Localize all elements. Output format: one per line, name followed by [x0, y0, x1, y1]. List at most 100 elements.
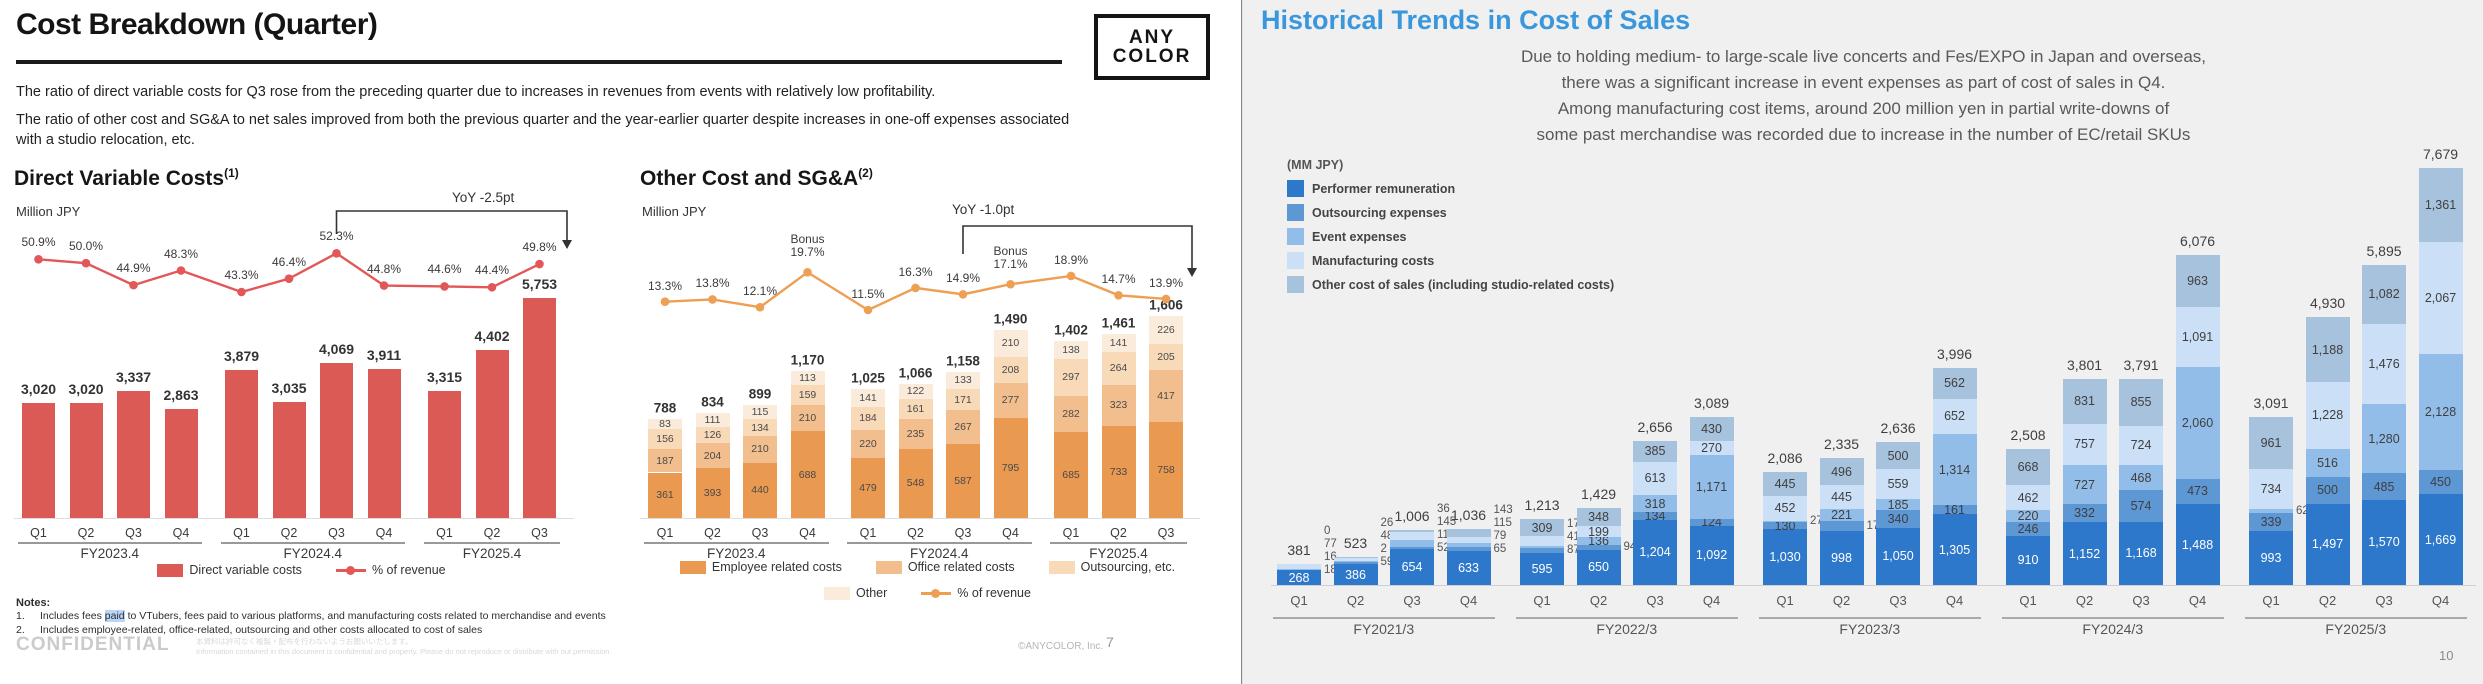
segment-value-label: 452	[1774, 501, 1796, 516]
segment-value-label: 688	[798, 468, 817, 481]
chart-cost-of-sales-history: 2681816770381386592482652365452117145361…	[1271, 108, 2476, 653]
segment-value-label: 587	[954, 475, 972, 488]
fiscal-year-label: FY2024.4	[909, 546, 969, 561]
bar-value-label: 3,911	[366, 346, 402, 363]
axis-quarter-label: Q3	[954, 526, 972, 540]
stacked-bar-segment	[790, 384, 825, 405]
percent-label: 14.7%	[1101, 272, 1136, 287]
segment-value-label: 1,488	[2181, 537, 2214, 552]
line-marker-dot	[332, 249, 341, 258]
stacked-bar-segment	[743, 462, 777, 518]
legend-item: Event expenses	[1287, 228, 1614, 245]
summary-paragraph-1: The ratio of direct variable costs for Q…	[16, 84, 936, 100]
segment-value-label: 246	[2017, 521, 2039, 536]
axis-quarter-label: Q3	[751, 526, 769, 540]
stacked-bar-segment	[2119, 379, 2163, 426]
segment-value-label: 961	[2260, 436, 2282, 451]
stacked-bar-segment	[2305, 476, 2350, 504]
bar-value-label: 3,020	[20, 380, 57, 397]
segment-value-label: 516	[2317, 455, 2338, 470]
stacked-bar-segment	[1932, 368, 1977, 399]
segment-value-label: 270	[1701, 441, 1722, 456]
stacked-bar-segment	[1576, 537, 1621, 545]
segment-value-label: 220	[2017, 509, 2039, 524]
axis-quarter-label: Q3	[1403, 593, 1421, 608]
bar-total-label: 2,335	[1823, 436, 1860, 453]
chart1-yoy-label: YoY -2.5pt	[452, 190, 515, 205]
stacked-bar-segment	[1763, 529, 1807, 585]
segment-value-label: 210	[751, 443, 769, 456]
note-2-text: Includes employee-related, office-relate…	[40, 624, 483, 636]
axis-quarter-label: Q4	[1945, 593, 1964, 608]
chart2-heading: Other Cost and SG&A(2)	[640, 166, 873, 191]
stacked-bar-segment	[2006, 535, 2050, 585]
fiscal-year-group-rule	[644, 542, 829, 544]
fiscal-year-label: FY2024.4	[283, 546, 343, 561]
fiscal-year-group-rule	[424, 542, 560, 544]
segment-value-label: 757	[2074, 437, 2095, 452]
segment-value-label-outside: 65	[1493, 542, 1507, 555]
bar-total-label: 6,076	[2179, 233, 2216, 250]
stacked-bar-segment	[851, 457, 885, 518]
line-marker-dot	[81, 258, 91, 268]
stacked-bar-segment	[993, 356, 1028, 383]
bar-total-label: 899	[748, 386, 772, 402]
stacked-bar-segment	[1819, 485, 1864, 510]
segment-value-label: 205	[1157, 351, 1175, 364]
axis-quarter-label: Q2	[2075, 593, 2094, 608]
stacked-bar-segment	[2418, 242, 2463, 355]
fiscal-year-label: FY2022/3	[1596, 621, 1658, 637]
chart1-heading-sup: (1)	[224, 166, 239, 180]
segment-value-label-outside: 77	[1324, 537, 1337, 550]
line-marker-dot	[129, 280, 138, 290]
stacked-bar-segment	[946, 444, 980, 518]
stacked-bar-segment	[2249, 531, 2293, 585]
axis-quarter-label: Q3	[125, 526, 142, 540]
line-marker-dot	[911, 283, 920, 293]
percent-label: 11.5%	[851, 287, 885, 301]
stacked-bar-segment	[1446, 547, 1491, 551]
stacked-bar-segment	[1390, 540, 1434, 547]
legend-swatch	[875, 560, 902, 574]
segment-value-label: 1,030	[1769, 550, 1801, 565]
stacked-bar-segment	[851, 429, 885, 458]
segment-value-label: 2,128	[2424, 405, 2457, 420]
fiscal-year-group-rule	[847, 542, 1032, 544]
bar-direct-variable-costs	[428, 391, 461, 518]
segment-value-label: 1,204	[1639, 545, 1671, 560]
fiscal-year-label: FY2021/3	[1353, 621, 1415, 637]
segment-value-label: 323	[1109, 399, 1128, 412]
stacked-bar-segment	[1689, 417, 1734, 441]
chart-direct-variable-costs: 3,020 3,020 3,337 2,863 3,879 3,035 4,069 3,911…	[14, 206, 589, 561]
mm-jpy-label: (MM JPY)	[1287, 158, 1344, 172]
segment-value-label: 134	[751, 421, 769, 434]
segment-value-label: 479	[859, 481, 877, 494]
stacked-bar-segment	[1876, 499, 1920, 510]
segment-value-label: 282	[1062, 407, 1080, 420]
segment-value-label: 440	[751, 484, 769, 497]
segment-value-label-outside: 36	[1437, 503, 1450, 516]
percent-label: 52.3%	[319, 229, 354, 244]
segment-value-label: 385	[1644, 444, 1666, 459]
bar-value-label: 4,069	[318, 340, 355, 357]
segment-value-label: 204	[703, 449, 722, 462]
segment-value-label: 277	[1001, 394, 1020, 407]
segment-value-label-outside: 26	[1380, 517, 1394, 530]
stacked-bar-segment	[1149, 422, 1183, 518]
segment-value-label: 2,060	[2181, 415, 2214, 430]
bar-total-label: 1,158	[946, 353, 980, 369]
chart1-heading-text: Direct Variable Costs	[14, 167, 225, 190]
segment-value-label-outside: 145	[1437, 516, 1457, 529]
segment-value-label: 650	[1588, 560, 1609, 575]
stacked-bar-segment	[946, 410, 980, 445]
bar-total-label: 2,656	[1637, 418, 1673, 435]
segment-value-label: 1,570	[2368, 535, 2400, 550]
paragraph-line-3: Among manufacturing cost items, around 2…	[1557, 99, 2170, 118]
segment-value-label: 1,669	[2424, 532, 2457, 547]
stacked-bar-segment	[1277, 568, 1321, 570]
legend-item: Employee related costs	[679, 560, 842, 574]
page-number-left: 7	[1106, 634, 1114, 650]
bar-total-label: 4,930	[2309, 295, 2346, 312]
axis-quarter-label: Q4	[375, 526, 393, 540]
chart1-heading: Direct Variable Costs(1)	[14, 166, 239, 191]
